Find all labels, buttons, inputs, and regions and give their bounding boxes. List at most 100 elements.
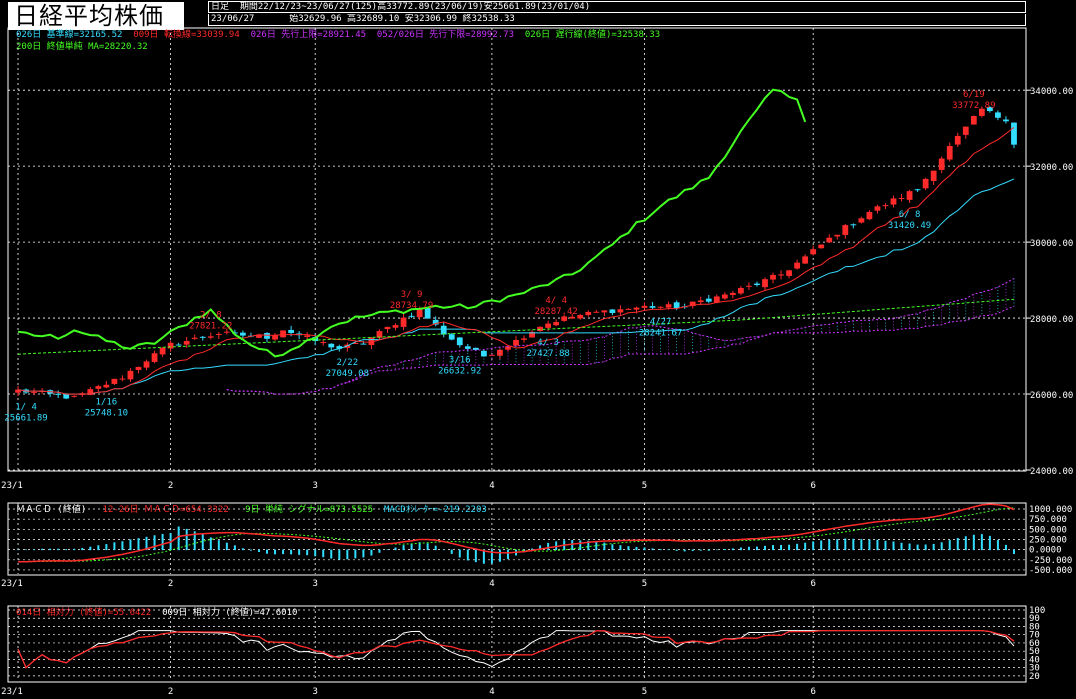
macd-bar xyxy=(458,549,461,558)
month-tick-label: 2 xyxy=(168,687,173,697)
legend-signal: 9日 単純 シグナル=873.5525 xyxy=(245,505,374,515)
legend-macd: 12-26日 ＭＡＣＤ=654.3322 xyxy=(102,505,229,515)
candle-body xyxy=(930,170,937,182)
candle-body xyxy=(729,292,736,295)
macd-bar xyxy=(619,545,622,551)
annotation-date: 3/ 9 xyxy=(401,290,423,300)
macd-bar xyxy=(571,540,574,551)
macd-tick-label: -250.000 xyxy=(1029,556,1072,566)
annotation-date: 3/16 xyxy=(449,355,471,365)
candle-body xyxy=(111,378,118,384)
candle-body xyxy=(794,262,801,269)
candle-body xyxy=(649,306,656,308)
macd-bar xyxy=(916,544,919,551)
candle-body xyxy=(850,224,857,226)
annotation-value: 26632.92 xyxy=(438,366,481,376)
candle-body xyxy=(71,395,78,397)
candle-body xyxy=(1011,122,1017,145)
macd-bar xyxy=(587,540,590,551)
candle-body xyxy=(328,343,335,348)
candle-body xyxy=(215,333,222,335)
candle-body xyxy=(713,296,720,303)
macd-bar xyxy=(852,538,855,551)
macd-legend: ＭＡＣＤ (終値) 12-26日 ＭＡＣＤ=654.3322 9日 単純 シグナ… xyxy=(16,505,487,516)
candle-body xyxy=(577,315,584,319)
macd-line xyxy=(17,503,1015,563)
macd-bar xyxy=(715,549,718,551)
macd-bar xyxy=(506,549,509,560)
rsi-tick-label: 40 xyxy=(1029,655,1040,665)
candle-body xyxy=(432,319,439,325)
macd-bar xyxy=(193,531,196,551)
macd-bar xyxy=(113,542,116,551)
candle-body xyxy=(657,306,664,308)
candle-body xyxy=(207,336,214,338)
price-panel-frame xyxy=(7,27,1027,472)
macd-bar xyxy=(972,534,975,551)
macd-bar xyxy=(796,543,799,551)
month-tick-label: 5 xyxy=(642,481,647,491)
candle-body xyxy=(352,342,359,344)
macd-bar xyxy=(466,549,469,561)
annotation-value: 28734.79 xyxy=(390,301,433,311)
candle-body xyxy=(127,370,134,380)
macd-bar xyxy=(346,549,349,560)
annotation-date: 4/ 4 xyxy=(545,296,567,306)
candle-body xyxy=(834,234,841,237)
macd-bar xyxy=(450,549,453,554)
timeframe-label: 日足 xyxy=(211,2,230,12)
macd-bar xyxy=(386,549,389,551)
candle-body xyxy=(754,283,760,286)
macd-bar xyxy=(651,548,654,551)
macd-bar xyxy=(763,545,766,551)
legend-chikou: 026日 遅行線(終値)=32538.33 xyxy=(524,30,661,40)
rsi-tick-label: 90 xyxy=(1029,614,1040,624)
macd-bar xyxy=(747,546,750,551)
month-tick-label: 2 xyxy=(168,481,173,491)
candle-body xyxy=(561,316,568,321)
month-tick-label: 5 xyxy=(642,687,647,697)
candle-body xyxy=(689,301,696,307)
macd-tick-label: 750.000 xyxy=(1029,515,1067,525)
rsi-panel-frame xyxy=(7,605,1027,683)
macd-bar xyxy=(233,545,236,551)
candle-body xyxy=(448,334,455,340)
month-tick-label: 23/1 xyxy=(1,579,23,589)
macd-tick-label: 500.000 xyxy=(1029,525,1067,535)
annotation-date: 1/16 xyxy=(96,398,118,408)
ma200-line xyxy=(17,298,1015,355)
candle-body xyxy=(464,346,471,349)
annotation-value: 31420.49 xyxy=(888,221,931,231)
legend-rsi14: 014日 相対力 (終値)=55.6422 xyxy=(16,608,152,618)
macd-bar xyxy=(209,537,212,551)
candle-body xyxy=(738,287,744,294)
candle-body xyxy=(778,274,784,276)
annotation-value: 28241.67 xyxy=(639,328,682,338)
month-tick-label: 5 xyxy=(642,579,647,589)
macd-bar xyxy=(354,549,357,559)
candle-body xyxy=(240,332,246,336)
candle-body xyxy=(986,106,993,112)
candle-body xyxy=(978,108,985,116)
annotation-date: 6/ 8 xyxy=(899,210,921,220)
candle-body xyxy=(545,323,552,328)
candle-body xyxy=(962,126,969,135)
candle-body xyxy=(360,343,367,345)
annotation-value: 27427.88 xyxy=(526,349,569,359)
macd-tick-label: 0.0000 xyxy=(1029,546,1062,556)
price-tick-label: 34000.00 xyxy=(1030,87,1073,97)
annotation-value: 25661.89 xyxy=(4,414,47,424)
macd-bar xyxy=(41,548,44,551)
candle-body xyxy=(874,206,881,211)
month-tick-label: 3 xyxy=(312,579,317,589)
candle-body xyxy=(954,135,961,145)
macd-bar xyxy=(812,541,815,551)
annotation-date: 2/ 8 xyxy=(200,310,222,320)
candle-body xyxy=(898,197,905,199)
macd-bar xyxy=(1012,549,1015,554)
macd-bar xyxy=(290,549,293,555)
macd-bar xyxy=(892,541,895,551)
candle-body xyxy=(304,335,311,337)
macd-bar xyxy=(659,549,662,551)
